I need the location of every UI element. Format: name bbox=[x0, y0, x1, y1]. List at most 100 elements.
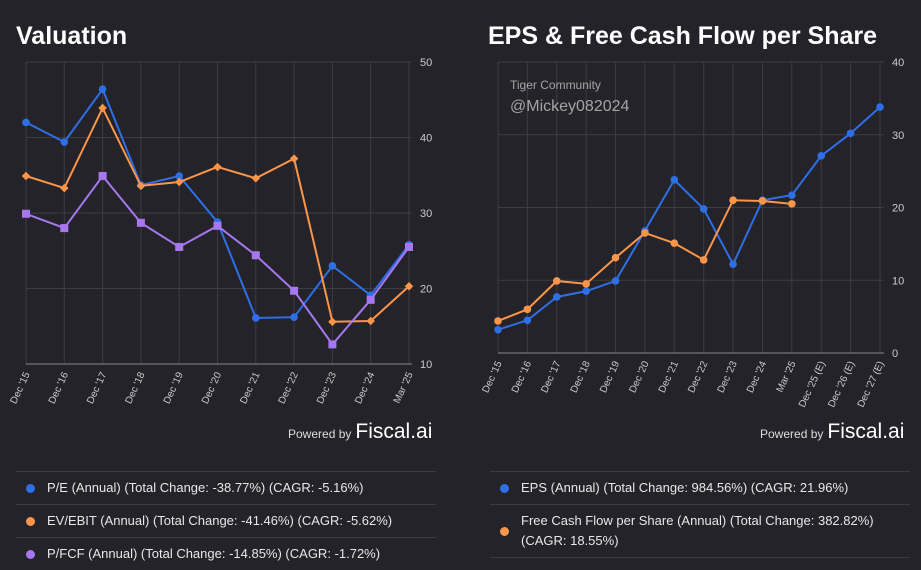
legend-dot-icon bbox=[26, 483, 35, 493]
powered-by-text: Powered by bbox=[288, 427, 352, 441]
data-point bbox=[552, 293, 561, 301]
legend-item-pe[interactable]: P/E (Annual) (Total Change: -38.77%) (CA… bbox=[16, 471, 436, 504]
x-tick-label: Dec '26 (E) bbox=[826, 360, 857, 410]
data-point bbox=[729, 260, 737, 269]
y-tick-label: 30 bbox=[892, 130, 904, 142]
x-tick-label: Mar '25 bbox=[392, 370, 416, 405]
x-tick-label: Dec '23 bbox=[716, 359, 740, 394]
data-point bbox=[98, 172, 107, 181]
data-point bbox=[788, 191, 796, 199]
data-point bbox=[21, 171, 31, 181]
data-point bbox=[817, 152, 826, 160]
legend-label: Free Cash Flow per Share (Annual) (Total… bbox=[521, 513, 874, 548]
data-point bbox=[60, 224, 69, 233]
data-point bbox=[758, 197, 767, 205]
watermark-line2: @Mickey082024 bbox=[510, 98, 630, 115]
y-tick-label: 10 bbox=[892, 275, 904, 287]
series-line-eps bbox=[497, 106, 881, 331]
legend-label: P/FCF (Annual) (Total Change: -14.85%) (… bbox=[47, 546, 381, 561]
data-point bbox=[876, 103, 884, 111]
x-tick-label: Dec '20 bbox=[627, 359, 651, 394]
data-point bbox=[611, 253, 620, 262]
x-tick-label: Dec '24 bbox=[353, 370, 377, 405]
x-tick-label: Dec '24 bbox=[745, 359, 769, 394]
data-point bbox=[98, 103, 107, 113]
legend-dot-icon bbox=[26, 549, 35, 559]
y-tick-label: 50 bbox=[420, 57, 432, 69]
data-point bbox=[136, 181, 146, 191]
x-tick-label: Dec '20 bbox=[200, 370, 224, 405]
data-point bbox=[328, 340, 337, 349]
data-point bbox=[328, 262, 337, 270]
data-point bbox=[213, 162, 222, 172]
valuation-legend: P/E (Annual) (Total Change: -38.77%) (CA… bbox=[16, 471, 436, 570]
valuation-title: Valuation bbox=[16, 22, 128, 50]
watermark-line1: Tiger Community bbox=[510, 78, 601, 92]
data-point bbox=[251, 174, 261, 183]
y-tick-label: 0 bbox=[892, 348, 898, 360]
data-point bbox=[494, 325, 502, 334]
y-tick-label: 40 bbox=[420, 133, 432, 145]
data-point bbox=[175, 172, 183, 180]
x-tick-label: Dec '18 bbox=[123, 370, 147, 405]
data-point bbox=[290, 313, 298, 321]
data-point bbox=[404, 281, 414, 291]
x-tick-label: Dec '21 bbox=[238, 370, 262, 405]
x-tick-label: Dec '17 bbox=[539, 359, 563, 394]
data-point bbox=[582, 280, 590, 288]
x-tick-label: Dec '15 bbox=[9, 370, 33, 405]
legend-item-fcf[interactable]: Free Cash Flow per Share (Annual) (Total… bbox=[490, 504, 910, 558]
eps-fcf-title: EPS & Free Cash Flow per Share bbox=[488, 22, 878, 50]
x-tick-label: Dec '27 (E) bbox=[856, 360, 887, 410]
data-point bbox=[251, 251, 260, 260]
data-point bbox=[174, 177, 184, 187]
data-point bbox=[22, 118, 30, 127]
data-point bbox=[328, 317, 337, 326]
data-point bbox=[289, 154, 299, 163]
data-point bbox=[552, 277, 561, 285]
x-tick-label: Dec '18 bbox=[569, 359, 593, 394]
data-point bbox=[405, 242, 413, 251]
powered-by-text: Powered by bbox=[760, 427, 824, 441]
y-tick-label: 20 bbox=[892, 203, 904, 215]
x-tick-label: Dec '22 bbox=[686, 359, 710, 394]
data-point bbox=[670, 239, 679, 247]
data-point bbox=[523, 305, 532, 314]
data-point bbox=[729, 196, 737, 205]
powered-by-right: Powered by Fiscal.ai bbox=[760, 420, 904, 444]
data-point bbox=[290, 286, 299, 295]
data-point bbox=[60, 183, 69, 193]
legend-label: P/E (Annual) (Total Change: -38.77%) (CA… bbox=[47, 480, 364, 495]
data-point bbox=[494, 317, 502, 325]
data-point bbox=[22, 209, 30, 218]
data-point bbox=[788, 200, 796, 208]
data-point bbox=[582, 287, 590, 295]
legend-dot-icon bbox=[500, 483, 509, 493]
data-point bbox=[699, 256, 708, 264]
eps-legend: EPS (Annual) (Total Change: 984.56%) (CA… bbox=[490, 471, 910, 558]
legend-label: EPS (Annual) (Total Change: 984.56%) (CA… bbox=[521, 480, 849, 495]
y-tick-label: 20 bbox=[420, 284, 432, 296]
legend-item-eps[interactable]: EPS (Annual) (Total Change: 984.56%) (CA… bbox=[490, 471, 910, 504]
data-point bbox=[136, 218, 145, 227]
x-tick-label: Dec '19 bbox=[162, 370, 186, 405]
x-tick-label: Dec '15 bbox=[481, 359, 505, 394]
data-point bbox=[611, 277, 620, 285]
fiscal-logo[interactable]: Fiscal.ai bbox=[827, 420, 905, 443]
data-point bbox=[60, 138, 69, 146]
x-tick-label: Dec '17 bbox=[85, 370, 109, 405]
x-tick-label: Dec '19 bbox=[598, 359, 622, 394]
legend-item-ev-ebit[interactable]: EV/EBIT (Annual) (Total Change: -41.46%)… bbox=[16, 504, 436, 537]
legend-label: EV/EBIT (Annual) (Total Change: -41.46%)… bbox=[47, 513, 393, 528]
x-tick-label: Dec '16 bbox=[510, 359, 534, 394]
x-tick-label: Dec '23 bbox=[315, 370, 339, 405]
fiscal-logo[interactable]: Fiscal.ai bbox=[355, 420, 433, 443]
data-point bbox=[252, 314, 260, 322]
x-tick-label: Dec '16 bbox=[47, 370, 71, 405]
x-tick-label: Dec '22 bbox=[277, 370, 301, 405]
legend-dot-icon bbox=[500, 526, 509, 536]
y-tick-label: 40 bbox=[892, 57, 904, 69]
data-point bbox=[641, 229, 649, 237]
data-point bbox=[98, 85, 107, 93]
data-point bbox=[846, 129, 855, 138]
